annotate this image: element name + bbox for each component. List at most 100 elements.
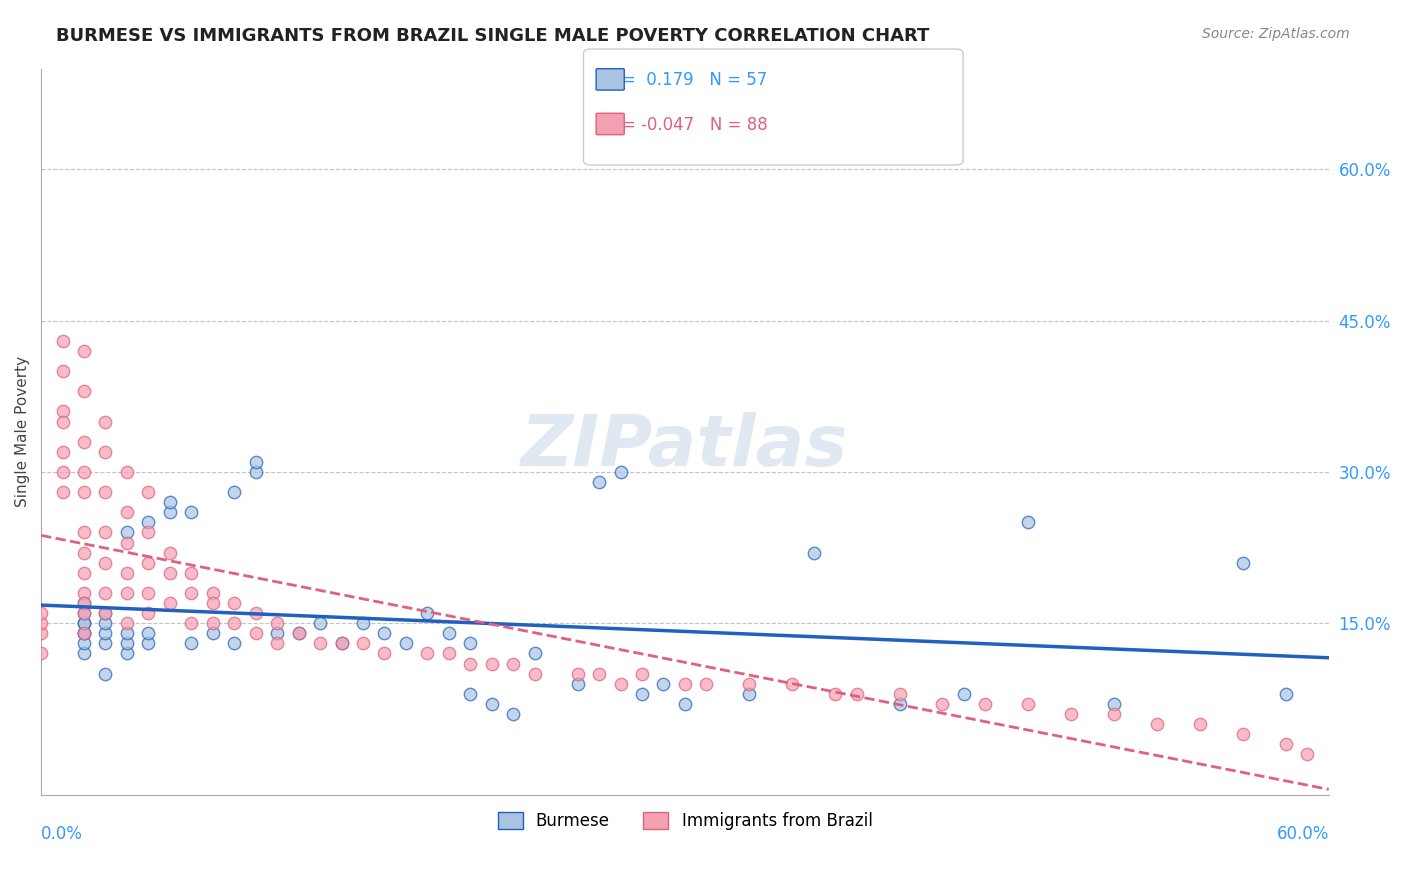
Text: R =  0.179   N = 57: R = 0.179 N = 57 (605, 71, 766, 89)
Point (73, 647, 96, 661)
Point (73, 606, 96, 620)
Point (94, 636, 117, 650)
Text: ZIPatlas: ZIPatlas (522, 411, 849, 481)
Point (73, 525, 96, 540)
Point (416, 647, 439, 661)
Point (523, 647, 546, 661)
Point (567, 666, 589, 681)
Point (159, 495, 181, 509)
Point (52, 415, 75, 429)
Point (780, 677, 803, 691)
Text: BURMESE VS IMMIGRANTS FROM BRAZIL SINGLE MALE POVERTY CORRELATION CHART: BURMESE VS IMMIGRANTS FROM BRAZIL SINGLE… (56, 27, 929, 45)
Point (309, 616, 332, 631)
Point (115, 636, 138, 650)
Point (567, 677, 589, 691)
Point (73, 566, 96, 580)
Point (73, 606, 96, 620)
Point (266, 636, 288, 650)
Point (94, 626, 117, 640)
Point (224, 616, 246, 631)
Text: 60.0%: 60.0% (1277, 825, 1329, 843)
Point (180, 616, 202, 631)
Point (30, 616, 52, 631)
Point (352, 636, 374, 650)
Point (460, 657, 482, 671)
Point (73, 546, 96, 560)
Point (889, 697, 911, 711)
Point (481, 657, 503, 671)
Point (73, 586, 96, 600)
Point (673, 677, 696, 691)
Point (1275, 737, 1298, 751)
Point (94, 586, 117, 600)
Point (673, 697, 696, 711)
Point (609, 677, 631, 691)
Point (631, 666, 654, 681)
Point (73, 626, 96, 640)
Point (588, 475, 610, 489)
Point (889, 687, 911, 701)
Legend: Burmese, Immigrants from Brazil: Burmese, Immigrants from Brazil (498, 812, 872, 830)
Point (30, 626, 52, 640)
Point (73, 434, 96, 449)
Point (824, 687, 846, 701)
Point (803, 546, 825, 560)
Point (52, 364, 75, 378)
Text: Source: ZipAtlas.com: Source: ZipAtlas.com (1202, 27, 1350, 41)
Point (1146, 717, 1168, 731)
Point (523, 666, 546, 681)
Point (287, 626, 309, 640)
Point (245, 606, 267, 620)
Point (138, 626, 160, 640)
Point (652, 677, 675, 691)
Point (502, 706, 524, 721)
Point (180, 505, 202, 519)
Point (201, 596, 224, 610)
Point (845, 687, 868, 701)
Point (73, 626, 96, 640)
Point (1188, 717, 1211, 731)
Point (94, 556, 117, 570)
Point (115, 505, 138, 519)
Point (1017, 697, 1039, 711)
Point (52, 485, 75, 500)
Point (330, 636, 353, 650)
Point (159, 546, 181, 560)
Point (245, 626, 267, 640)
Point (138, 485, 160, 500)
Point (1296, 747, 1319, 762)
Point (502, 657, 524, 671)
Point (266, 626, 288, 640)
Point (953, 687, 976, 701)
Point (416, 606, 439, 620)
Point (224, 596, 246, 610)
Point (460, 687, 482, 701)
Point (94, 444, 117, 458)
Point (73, 616, 96, 631)
Point (460, 636, 482, 650)
Point (52, 444, 75, 458)
Point (94, 616, 117, 631)
Point (138, 636, 160, 650)
Point (437, 626, 460, 640)
Point (115, 586, 138, 600)
Point (115, 647, 138, 661)
Point (94, 485, 117, 500)
Point (73, 626, 96, 640)
Point (138, 516, 160, 530)
Point (115, 465, 138, 479)
Point (180, 586, 202, 600)
Text: 0.0%: 0.0% (41, 825, 83, 843)
Point (309, 636, 332, 650)
Point (373, 626, 395, 640)
Point (115, 626, 138, 640)
Point (159, 596, 181, 610)
Point (138, 556, 160, 570)
Point (30, 647, 52, 661)
Point (395, 636, 418, 650)
Point (245, 455, 267, 469)
Point (94, 666, 117, 681)
Point (73, 596, 96, 610)
Point (1102, 706, 1125, 721)
Point (588, 666, 610, 681)
